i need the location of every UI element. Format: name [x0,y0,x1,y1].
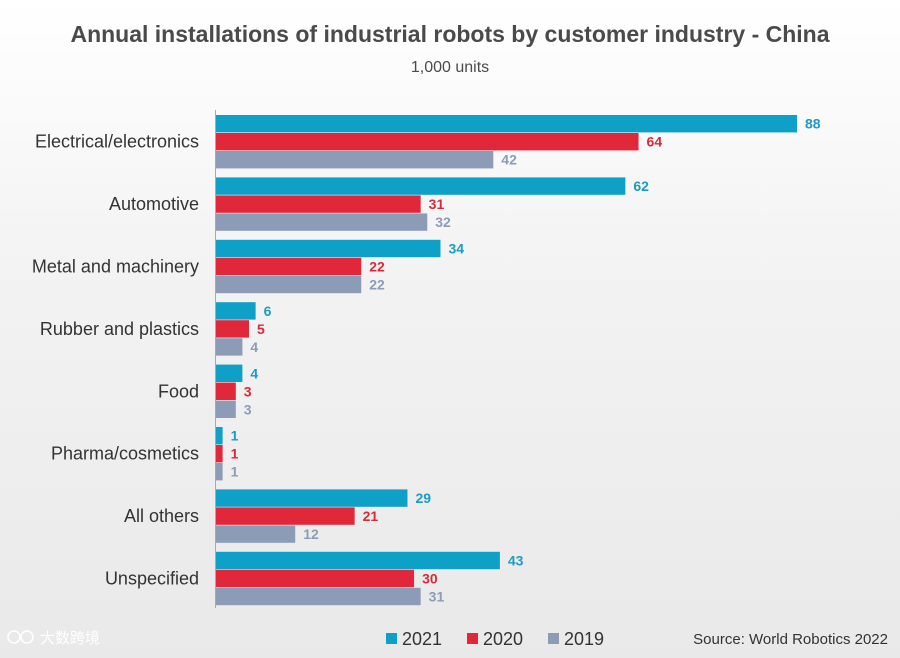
bar-2021 [216,364,243,382]
bar-2019 [216,400,236,418]
chart-title: Annual installations of industrial robot… [70,21,829,47]
legend-swatch [548,633,559,644]
bar-2021 [216,551,500,570]
category-group: Unspecified 43 30 31 [105,551,524,606]
category-group: Automotive 62 31 32 [109,177,649,231]
category-label: Automotive [109,194,199,214]
bar-2019 [216,525,296,543]
category-label: Metal and machinery [32,257,199,277]
bar-2021 [216,115,797,133]
bar-2020 [216,257,362,276]
legend-label: 2019 [564,629,604,649]
value-label-2019: 22 [369,277,385,293]
bar-2020 [216,133,639,151]
value-label-2021: 34 [448,241,464,257]
category-group: All others 29 21 12 [124,489,431,543]
bar-2019 [216,151,494,169]
value-label-2019: 32 [435,214,451,230]
value-label-2019: 31 [429,589,445,605]
bar-2019 [216,463,223,481]
category-group: Rubber and plastics 6 5 4 [40,302,272,356]
value-label-2021: 43 [508,553,524,569]
category-group: Food 4 3 3 [158,364,258,418]
value-label-2021: 1 [231,428,239,444]
category-label: Electrical/electronics [35,132,199,152]
category-label: All others [124,506,199,526]
value-label-2020: 1 [231,446,239,462]
bar-2019 [216,213,428,231]
value-label-2020: 21 [363,508,379,524]
bar-2020 [216,445,223,463]
watermark-logo-icon [20,630,34,644]
legend-item-2019: 2019 [548,629,604,649]
category-label: Unspecified [105,569,199,589]
legend-swatch [386,633,397,644]
value-label-2020: 30 [422,571,438,587]
watermark: 大数跨境 [7,629,100,647]
bar-2020 [216,569,415,588]
bars-layer: Electrical/electronics886442Automotive62… [32,115,821,606]
value-label-2021: 62 [633,178,649,194]
legend: 2021 2020 2019 [386,629,604,649]
category-group: Pharma/cosmetics 1 1 1 [51,427,239,481]
bar-2019 [216,338,243,356]
bar-2021 [216,177,626,195]
value-label-2019: 4 [250,339,258,355]
watermark-text: 大数跨境 [40,629,100,647]
value-label-2021: 29 [415,490,431,506]
watermark-logo-icon [7,630,21,644]
bar-2021 [216,489,408,507]
bar-2021 [216,239,441,258]
value-label-2019: 3 [244,401,252,417]
category-group: Metal and machinery 34 22 22 [32,239,464,294]
value-label-2020: 3 [244,383,252,399]
value-label-2021: 88 [805,116,821,132]
bar-2020 [216,382,236,400]
value-label-2019: 1 [231,464,239,480]
value-label-2021: 6 [264,303,272,319]
value-label-2021: 4 [250,365,258,381]
bar-2019 [216,587,421,606]
legend-swatch [467,633,478,644]
value-label-2020: 22 [369,259,385,275]
category-label: Pharma/cosmetics [51,444,199,464]
bar-2021 [216,427,223,445]
bar-2021 [216,302,256,320]
category-label: Food [158,381,199,401]
bar-2020 [216,195,421,213]
source-note: Source: World Robotics 2022 [693,631,888,648]
legend-item-2020: 2020 [467,629,523,649]
bar-2020 [216,507,355,525]
value-label-2020: 5 [257,321,265,337]
value-label-2019: 12 [303,526,319,542]
category-group: Electrical/electronics 88 64 42 [35,115,821,169]
legend-label: 2021 [402,629,442,649]
category-label: Rubber and plastics [40,319,199,339]
value-label-2020: 64 [647,134,663,150]
bar-2020 [216,320,250,338]
legend-label: 2020 [483,629,523,649]
chart-subtitle: 1,000 units [411,59,489,76]
value-label-2019: 42 [501,152,517,168]
value-label-2020: 31 [429,196,445,212]
bar-2019 [216,275,362,294]
legend-item-2021: 2021 [386,629,442,649]
